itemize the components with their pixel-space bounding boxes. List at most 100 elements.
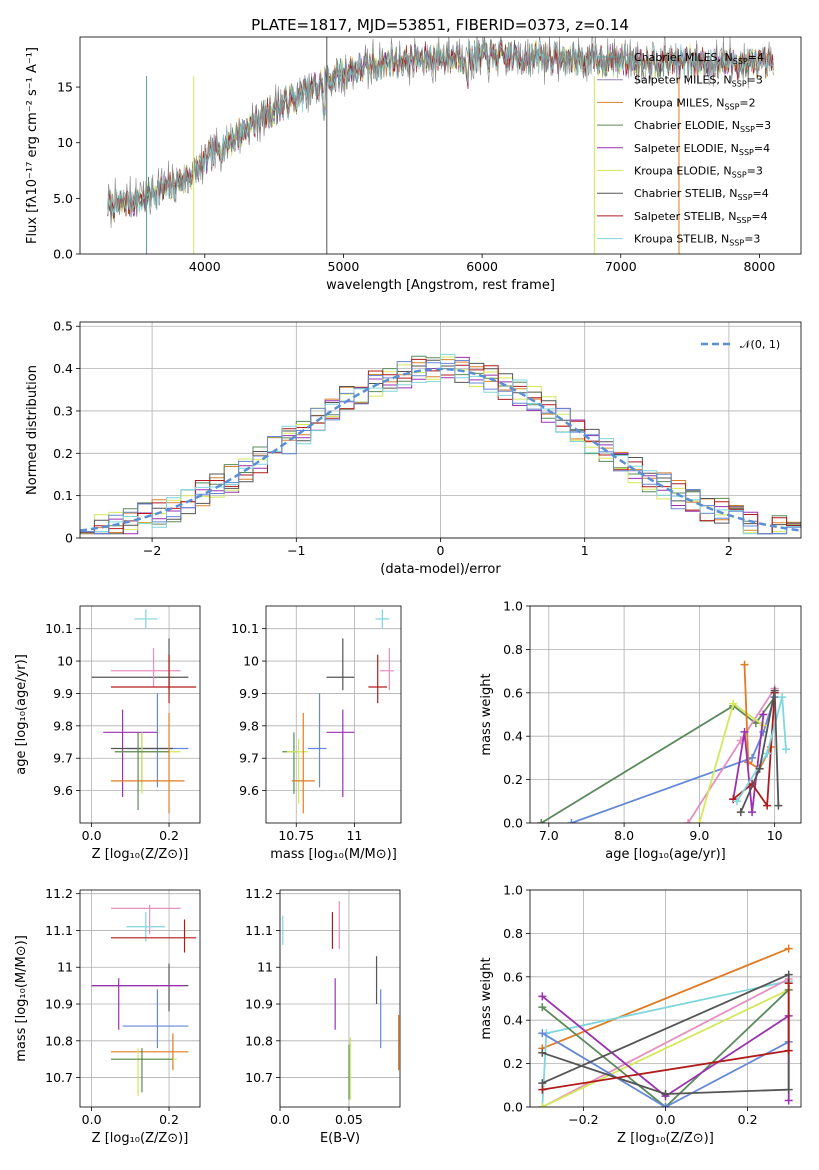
x-axis-label: Z [log₁₀(Z/Z⊙)] <box>92 1131 189 1146</box>
plot-area <box>282 901 400 1100</box>
series-6 <box>541 1032 790 1107</box>
y-axis-label: mass weight <box>479 957 494 1039</box>
y-tick-label-2: 10 <box>57 135 73 150</box>
x-axis-label: E(B-V) <box>320 1131 360 1146</box>
series-8 <box>739 690 780 813</box>
y-tick-label-2: 10.9 <box>45 997 73 1012</box>
series-3-marker-0 <box>695 819 704 823</box>
axes-frame <box>79 36 802 255</box>
y-tick-label-5: 11.2 <box>45 886 73 901</box>
x-tick-label-1: 0.05 <box>335 1112 363 1127</box>
series-1-marker-1 <box>748 753 757 762</box>
y-tick-label-2: 0.4 <box>503 729 523 744</box>
y-axis-label: Normed distribution <box>25 365 40 495</box>
y-tick-label-1: 10.8 <box>45 1033 73 1048</box>
x-tick-label-1: 0.2 <box>159 828 179 843</box>
histogram-kroupa_stelib <box>80 353 801 535</box>
axes-frame <box>79 889 201 1108</box>
y-tick-label-5: 0.5 <box>53 319 73 334</box>
y-tick-label-4: 0.8 <box>503 642 523 657</box>
mass-vs-ebv-panel: 0.0 0.05 10.7 10.8 10.9 11 11.1 11.2 E(B-V) <box>245 886 401 1146</box>
x-tick-label-1: 11 <box>346 828 362 843</box>
y-tick-label-4: 10 <box>243 654 259 669</box>
series-8-marker-0 <box>736 808 745 817</box>
series-4 <box>541 989 790 1107</box>
x-tick-label-1: −1 <box>287 543 305 558</box>
y-tick-label-1: 9.7 <box>239 751 259 766</box>
y-tick-label-5: 1.0 <box>503 599 523 614</box>
series-3-marker-0 <box>538 1103 547 1107</box>
series-0 <box>541 947 790 1050</box>
axes-frame <box>265 605 402 824</box>
y-tick-label-2: 0.4 <box>503 1013 523 1028</box>
y-tick-label-1: 0.2 <box>503 1056 523 1071</box>
legend-entry-gaussian: 𝒩(0, 1) <box>740 338 780 351</box>
mass-weight-vs-metallicity-panel: −0.2 0.0 0.2 0.0 0.2 0.4 0.6 0.8 1.0 Z [log₁₀(Z/Z… <box>479 883 802 1146</box>
legend-entry-2: Kroupa MILES, NSSP=2 <box>634 96 756 111</box>
x-tick-label-0: 7.0 <box>539 828 559 843</box>
series-8-marker-1 <box>755 764 764 773</box>
y-tick-label-4: 11.1 <box>245 923 273 938</box>
series-0-marker-0 <box>537 819 546 823</box>
y-tick-label-0: 0.0 <box>503 816 523 831</box>
x-axis-label: mass [log₁₀(M/M⊙)] <box>270 847 397 862</box>
series-2 <box>541 978 790 1107</box>
residuals-panel: −2 −1 0 1 2 0 0.1 0.2 0.3 0.4 0.5 (data-model)/erro… <box>25 319 802 577</box>
series-3-marker-2 <box>759 721 768 730</box>
series-7-marker-0 <box>733 797 742 806</box>
y-tick-label-0: 10.7 <box>45 1070 73 1085</box>
series-7 <box>736 696 787 802</box>
series-1-marker-0 <box>567 819 576 823</box>
series-6-marker-2 <box>763 801 772 810</box>
y-axis-label: mass [log₁₀(M/M⊙)] <box>14 935 29 1062</box>
series-4-marker-0 <box>538 1003 547 1012</box>
x-tick-label-4: 8000 <box>743 259 775 274</box>
series-8-marker-2 <box>770 686 779 695</box>
legend-entry-3: Chabrier ELODIE, NSSP=3 <box>634 119 771 134</box>
plot-area <box>80 353 801 535</box>
x-tick-label-0: 4000 <box>189 259 221 274</box>
y-tick-label-4: 10 <box>57 654 73 669</box>
series-5-marker-0 <box>538 992 547 1001</box>
series-7-marker-1 <box>661 1089 670 1098</box>
series-5-marker-3 <box>784 1096 793 1105</box>
series-5-marker-3 <box>759 710 768 719</box>
legend-entry-0: Chabrier MILES, NSSP=4 <box>634 51 764 66</box>
plot-area <box>91 609 197 814</box>
series-6-marker-0 <box>538 1029 547 1038</box>
y-tick-label-0: 9.6 <box>239 783 259 798</box>
series-0 <box>540 696 776 823</box>
y-tick-label-1: 9.7 <box>53 751 73 766</box>
y-axis-label: age [log₁₀(age/yr)] <box>14 654 29 775</box>
axes-frame <box>529 605 802 824</box>
x-tick-label-0: 10.75 <box>278 828 314 843</box>
y-tick-label-1: 0.1 <box>53 488 73 503</box>
series-6-marker-1 <box>661 1103 670 1107</box>
series-5-marker-1 <box>740 727 749 736</box>
x-tick-label-3: 1 <box>581 543 589 558</box>
x-tick-label-2: 0 <box>437 543 445 558</box>
plot-area <box>282 609 395 814</box>
mass-vs-metallicity-panel: 0.0 0.2 10.7 10.8 10.9 11 11.1 11.2 Z [log₁₀(Z/Z… <box>14 886 201 1146</box>
x-axis-label: wavelength [Angstrom, rest frame] <box>326 278 555 293</box>
x-tick-label-3: 10 <box>767 828 783 843</box>
x-tick-label-1: 8.0 <box>614 828 634 843</box>
y-tick-label-4: 0.4 <box>53 361 73 376</box>
x-tick-label-0: −0.2 <box>568 1112 598 1127</box>
y-tick-label-5: 1.0 <box>503 883 523 898</box>
age-vs-mass-panel: 10.75 11 9.6 9.7 9.8 9.9 10 10.1 mass [log₁₀(M/M… <box>231 605 402 862</box>
y-tick-label-4: 0.8 <box>503 926 523 941</box>
y-axis-label: mass weight <box>479 673 494 755</box>
y-tick-label-3: 9.9 <box>239 686 259 701</box>
series-7-marker-3 <box>781 745 790 754</box>
x-tick-label-3: 7000 <box>605 259 637 274</box>
legend-entry-1: Salpeter MILES, NSSP=3 <box>634 74 763 89</box>
spectrum-panel: 4000 5000 6000 7000 8000 0.0 5.0 10 15 wavelength… <box>25 36 802 293</box>
series-1 <box>571 696 776 823</box>
series-7-marker-3 <box>784 970 793 979</box>
x-axis-label: age [log₁₀(age/yr)] <box>605 847 726 862</box>
x-tick-label-0: 0.0 <box>82 1112 102 1127</box>
x-axis-label: (data-model)/error <box>380 562 501 577</box>
y-tick-label-3: 0.6 <box>503 685 523 700</box>
series-3 <box>541 988 790 1107</box>
